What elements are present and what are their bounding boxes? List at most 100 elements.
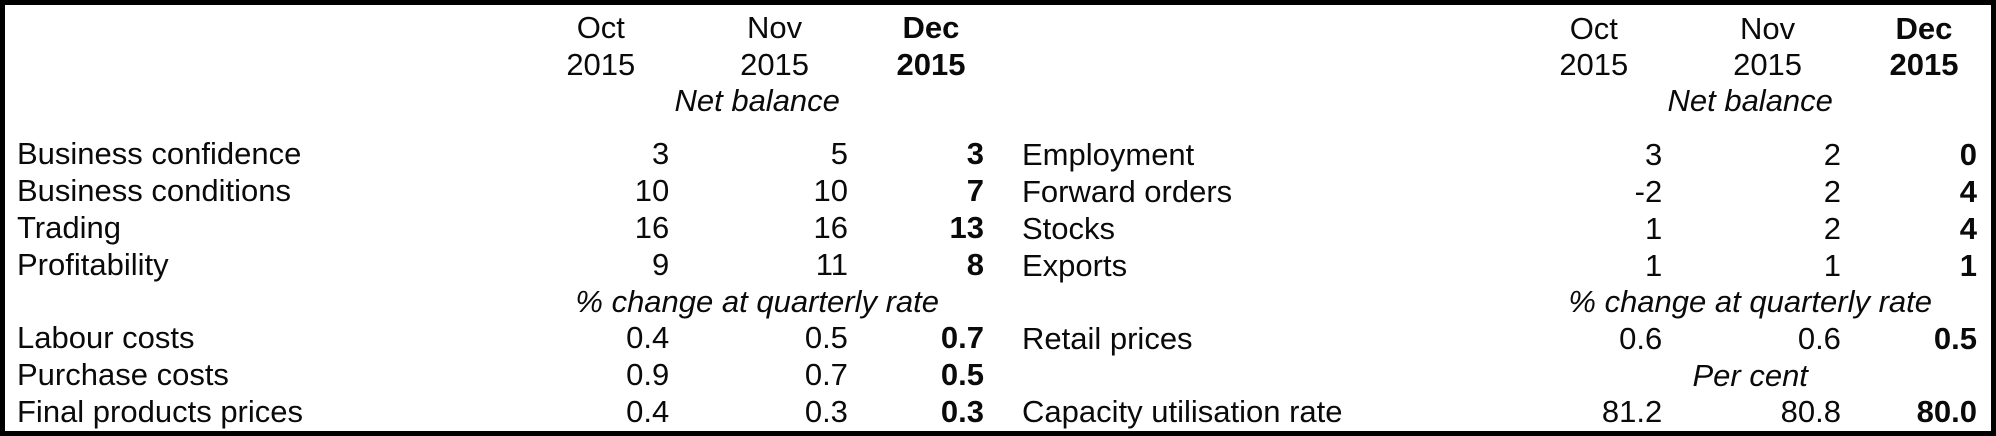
row-label: Profitability	[17, 247, 169, 283]
col-header-month-nov: Nov	[747, 10, 803, 46]
value-cell-nov: 2	[1823, 136, 1841, 172]
table-row-trading: Trading 16 16 13	[5, 210, 998, 247]
row-label: Retail prices	[1022, 320, 1193, 356]
table-row-profitability: Profitability 9 11 8	[5, 247, 998, 284]
left-panel: Oct Nov Dec 2015 2015 2015 Net balance	[5, 5, 998, 431]
table-row-exports: Exports 1 1 1	[998, 248, 1991, 285]
col-header-year-nov: 2015	[1733, 46, 1803, 82]
value-cell-dec: 0.5	[1933, 320, 1977, 356]
table-row-business-conditions: Business conditions 10 10 7	[5, 173, 998, 210]
value-cell-nov: 80.8	[1780, 394, 1841, 430]
value-cell-nov: 1	[1823, 247, 1841, 283]
spacer-cell	[5, 284, 516, 320]
row-label: Capacity utilisation rate	[1022, 394, 1343, 430]
value-cell-dec: 13	[949, 210, 984, 246]
spacer-cell	[998, 119, 1991, 136]
value-cell-dec: 0.7	[940, 320, 984, 356]
value-cell-nov: 10	[813, 173, 848, 209]
table-row-retail-prices: Retail prices 0.6 0.6 0.5	[998, 321, 1991, 358]
col-header-month-dec: Dec	[902, 10, 960, 46]
spacer-cell	[5, 83, 516, 119]
col-header-month-nov: Nov	[1740, 10, 1796, 46]
right-panel: Oct Nov Dec 2015 2015 2015 Net balance	[998, 5, 1991, 431]
corner-cell	[5, 47, 516, 83]
spacer-row	[5, 119, 998, 136]
table-row-labour-costs: Labour costs 0.4 0.5 0.7	[5, 320, 998, 357]
value-cell-dec: 3	[966, 136, 984, 172]
unit-label-pct-change: % change at quarterly rate	[1568, 284, 1932, 320]
corner-cell	[5, 5, 516, 47]
value-cell-nov: 0.6	[1797, 320, 1841, 356]
left-header-month-row: Oct Nov Dec	[5, 5, 998, 47]
value-cell-nov: 0.7	[804, 357, 848, 393]
row-label: Exports	[1022, 247, 1128, 283]
row-label: Final products prices	[17, 394, 304, 430]
row-label: Employment	[1022, 136, 1195, 172]
col-header-month-oct: Oct	[1569, 10, 1618, 46]
col-header-year-oct: 2015	[566, 46, 636, 82]
unit-label-net-balance: Net balance	[674, 82, 840, 118]
left-unit-band-pct-change: % change at quarterly rate	[5, 284, 998, 320]
spacer-cell	[5, 119, 998, 136]
value-cell-oct: 0.9	[626, 357, 670, 393]
row-label: Labour costs	[17, 320, 195, 356]
right-header-month-row: Oct Nov Dec	[998, 5, 1991, 47]
value-cell-dec: 0	[1959, 136, 1977, 172]
value-cell-nov: 11	[815, 247, 848, 283]
value-cell-dec: 0.3	[940, 394, 984, 430]
table-row-capacity-utilisation-rate: Capacity utilisation rate 81.2 80.8 80.0	[998, 394, 1991, 431]
value-cell-nov: 5	[830, 136, 848, 172]
col-header-year-oct: 2015	[1559, 46, 1629, 82]
unit-label-pct-change: % change at quarterly rate	[575, 283, 939, 319]
row-label: Stocks	[1022, 210, 1116, 246]
value-cell-dec: 1	[1959, 247, 1977, 283]
value-cell-dec: 4	[1959, 210, 1977, 246]
value-cell-oct: 1	[1644, 247, 1663, 283]
value-cell-oct: 3	[651, 136, 670, 172]
col-header-year-dec: 2015	[896, 46, 966, 82]
unit-label-per-cent: Per cent	[1692, 357, 1808, 393]
right-unit-band-pct-change: % change at quarterly rate	[998, 285, 1991, 321]
left-header-year-row: 2015 2015 2015	[5, 47, 998, 83]
col-header-month-dec: Dec	[1895, 10, 1953, 46]
corner-cell	[998, 47, 1509, 83]
table-row-employment: Employment 3 2 0	[998, 136, 1991, 173]
value-cell-oct: 0.6	[1619, 320, 1663, 356]
value-cell-dec: 8	[966, 247, 984, 283]
table-row-final-products-prices: Final products prices 0.4 0.3 0.3	[5, 394, 998, 431]
right-panel-table: Oct Nov Dec 2015 2015 2015 Net balance	[998, 5, 1991, 431]
right-unit-band-per-cent: Per cent	[998, 358, 1991, 394]
value-cell-nov: 0.5	[804, 320, 848, 356]
table-row-business-confidence: Business confidence 3 5 3	[5, 136, 998, 173]
col-header-month-oct: Oct	[576, 10, 625, 46]
row-label: Business confidence	[17, 136, 302, 172]
value-cell-oct: 0.4	[626, 394, 670, 430]
spacer-row	[998, 119, 1991, 136]
value-cell-dec: 4	[1959, 173, 1977, 209]
value-cell-oct: -2	[1634, 173, 1663, 209]
value-cell-nov: 16	[813, 210, 848, 246]
left-panel-table: Oct Nov Dec 2015 2015 2015 Net balance	[5, 5, 998, 431]
value-cell-dec: 7	[966, 173, 984, 209]
value-cell-oct: 3	[1644, 136, 1663, 172]
value-cell-nov: 0.3	[804, 394, 848, 430]
value-cell-dec: 0.5	[940, 357, 984, 393]
value-cell-oct: 1	[1644, 210, 1663, 246]
row-label: Forward orders	[1022, 173, 1233, 209]
spacer-cell	[998, 358, 1509, 394]
right-header-year-row: 2015 2015 2015	[998, 47, 1991, 83]
value-cell-oct: 81.2	[1601, 394, 1663, 430]
value-cell-oct: 10	[634, 173, 670, 209]
corner-cell	[998, 5, 1509, 47]
spacer-cell	[998, 83, 1509, 119]
value-cell-oct: 16	[634, 210, 670, 246]
table-row-forward-orders: Forward orders -2 2 4	[998, 173, 1991, 210]
row-label: Trading	[17, 210, 121, 246]
row-label: Business conditions	[17, 173, 291, 209]
right-unit-band-net-balance: Net balance	[998, 83, 1991, 119]
row-label: Purchase costs	[17, 357, 229, 393]
value-cell-oct: 0.4	[626, 320, 670, 356]
left-unit-band-net-balance: Net balance	[5, 83, 998, 119]
table-row-purchase-costs: Purchase costs 0.9 0.7 0.5	[5, 357, 998, 394]
